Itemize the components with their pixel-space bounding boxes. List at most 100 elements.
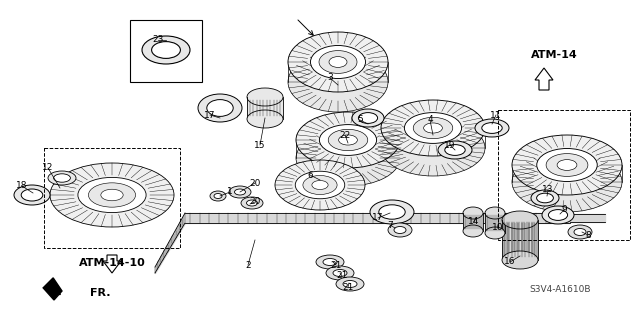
Text: ATM-14: ATM-14 bbox=[531, 50, 577, 60]
Text: 17: 17 bbox=[204, 110, 216, 120]
Ellipse shape bbox=[531, 190, 559, 206]
Ellipse shape bbox=[404, 113, 461, 144]
Ellipse shape bbox=[323, 258, 337, 265]
Text: FR.: FR. bbox=[90, 288, 111, 298]
Text: 16: 16 bbox=[504, 257, 516, 266]
Text: 19: 19 bbox=[444, 140, 456, 150]
Bar bbox=[247, 97, 283, 119]
Bar bbox=[463, 213, 483, 231]
Ellipse shape bbox=[88, 183, 136, 207]
Text: 9: 9 bbox=[561, 205, 567, 214]
Text: 5: 5 bbox=[357, 115, 363, 124]
Ellipse shape bbox=[358, 113, 378, 123]
Ellipse shape bbox=[502, 251, 538, 269]
Ellipse shape bbox=[247, 88, 283, 106]
Ellipse shape bbox=[21, 189, 43, 201]
Text: 20: 20 bbox=[250, 197, 260, 206]
Ellipse shape bbox=[574, 228, 586, 235]
Text: 20: 20 bbox=[250, 179, 260, 188]
Ellipse shape bbox=[328, 130, 368, 151]
Text: 2: 2 bbox=[245, 261, 251, 270]
Ellipse shape bbox=[234, 189, 246, 195]
Ellipse shape bbox=[210, 191, 226, 201]
Text: 21: 21 bbox=[336, 271, 348, 280]
Ellipse shape bbox=[537, 149, 597, 182]
Ellipse shape bbox=[54, 174, 70, 182]
Text: 4: 4 bbox=[427, 115, 433, 124]
Ellipse shape bbox=[229, 186, 251, 198]
Ellipse shape bbox=[568, 225, 592, 239]
Ellipse shape bbox=[546, 154, 588, 176]
Ellipse shape bbox=[475, 119, 509, 137]
Ellipse shape bbox=[381, 100, 485, 156]
Ellipse shape bbox=[303, 175, 337, 195]
Text: 13: 13 bbox=[542, 186, 554, 195]
Ellipse shape bbox=[296, 130, 400, 186]
FancyArrow shape bbox=[103, 255, 121, 273]
Ellipse shape bbox=[370, 200, 414, 224]
Ellipse shape bbox=[336, 277, 364, 291]
Ellipse shape bbox=[512, 135, 622, 195]
Bar bbox=[485, 213, 505, 233]
Ellipse shape bbox=[214, 194, 222, 198]
Ellipse shape bbox=[381, 120, 485, 176]
Ellipse shape bbox=[485, 207, 505, 219]
Text: 10: 10 bbox=[492, 224, 504, 233]
Ellipse shape bbox=[319, 125, 376, 155]
Ellipse shape bbox=[247, 110, 283, 128]
Text: 6: 6 bbox=[307, 170, 313, 180]
Text: 23: 23 bbox=[152, 35, 164, 44]
Ellipse shape bbox=[275, 160, 365, 210]
Text: 21: 21 bbox=[330, 261, 342, 270]
Ellipse shape bbox=[152, 41, 180, 58]
Ellipse shape bbox=[343, 280, 357, 287]
Text: 3: 3 bbox=[327, 73, 333, 83]
Ellipse shape bbox=[78, 177, 146, 212]
Ellipse shape bbox=[438, 141, 472, 159]
Ellipse shape bbox=[101, 189, 123, 201]
Ellipse shape bbox=[413, 117, 452, 139]
Text: 12: 12 bbox=[42, 164, 54, 173]
Ellipse shape bbox=[329, 56, 347, 67]
Ellipse shape bbox=[333, 270, 347, 277]
Ellipse shape bbox=[352, 109, 384, 127]
FancyArrow shape bbox=[535, 68, 553, 90]
Text: 8: 8 bbox=[585, 231, 591, 240]
Text: 21: 21 bbox=[342, 283, 354, 292]
Text: ATM-14-10: ATM-14-10 bbox=[79, 258, 145, 268]
Ellipse shape bbox=[50, 163, 174, 227]
Text: 14: 14 bbox=[468, 218, 480, 226]
Ellipse shape bbox=[512, 152, 622, 212]
Ellipse shape bbox=[326, 266, 354, 280]
Ellipse shape bbox=[388, 223, 412, 237]
Ellipse shape bbox=[241, 197, 263, 209]
Ellipse shape bbox=[198, 94, 242, 122]
Ellipse shape bbox=[548, 210, 568, 220]
Ellipse shape bbox=[557, 160, 577, 170]
Ellipse shape bbox=[288, 52, 388, 112]
Ellipse shape bbox=[207, 100, 233, 116]
Ellipse shape bbox=[482, 122, 502, 133]
Bar bbox=[502, 220, 538, 260]
Text: 17: 17 bbox=[372, 213, 384, 222]
Text: 18: 18 bbox=[16, 182, 28, 190]
Ellipse shape bbox=[246, 200, 257, 206]
Ellipse shape bbox=[339, 135, 357, 145]
Ellipse shape bbox=[319, 51, 357, 73]
Ellipse shape bbox=[14, 185, 50, 205]
Text: 7: 7 bbox=[387, 220, 393, 229]
Ellipse shape bbox=[379, 205, 405, 219]
Ellipse shape bbox=[312, 181, 328, 189]
Ellipse shape bbox=[142, 36, 190, 64]
Ellipse shape bbox=[288, 32, 388, 92]
Text: S3V4-A1610B: S3V4-A1610B bbox=[529, 286, 591, 294]
Ellipse shape bbox=[463, 225, 483, 237]
Ellipse shape bbox=[295, 171, 345, 199]
Text: 11: 11 bbox=[490, 110, 502, 120]
Ellipse shape bbox=[445, 145, 465, 155]
Ellipse shape bbox=[394, 226, 406, 234]
Ellipse shape bbox=[424, 123, 442, 133]
Text: 22: 22 bbox=[339, 130, 351, 139]
Ellipse shape bbox=[48, 171, 76, 185]
Ellipse shape bbox=[316, 255, 344, 269]
